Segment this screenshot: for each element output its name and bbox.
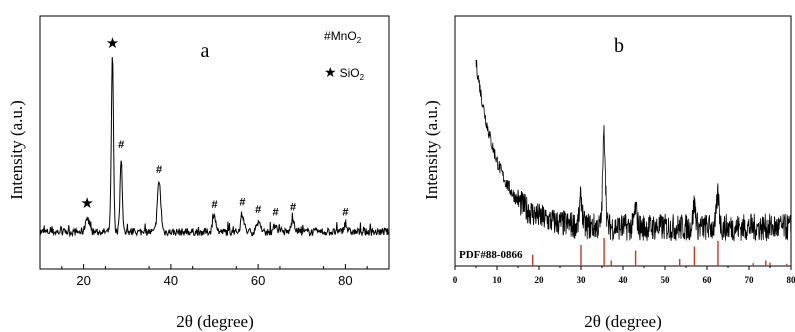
panel-a-pattern-line: [39, 56, 390, 238]
panel-b-label: b: [614, 35, 624, 57]
panel-b-pattern-line: [475, 59, 792, 242]
legend-entry-sio2: ★ SiO2: [324, 64, 365, 82]
panel-a: 20 40 60 80 ★★### ## # # # a #MnO2 ★ SiO2 2θ (de…: [7, 15, 390, 331]
panel-a-frame: [39, 15, 390, 270]
legend-mno2-symbol: #: [324, 29, 331, 43]
panel-a-tick-label: 60: [251, 273, 265, 288]
mno2-peak-marker: #: [118, 139, 124, 151]
panel-b-x-ticks: 0 10 20 30 40 50 60 70 80: [453, 266, 795, 285]
panel-b-tick-label: 10: [493, 275, 503, 285]
panel-a-tick-label: 40: [164, 273, 178, 288]
panel-b-tick-label: 80: [787, 275, 795, 285]
panel-b-tick-label: 20: [535, 275, 545, 285]
mno2-peak-marker: #: [290, 202, 296, 214]
mno2-peak-marker: #: [273, 207, 279, 219]
panel-b-tick-label: 40: [619, 275, 629, 285]
mno2-peak-marker: #: [342, 207, 348, 219]
mno2-peak-marker: #: [156, 164, 162, 176]
panel-b-tick-label: 60: [703, 275, 713, 285]
panel-b-tick-label: 30: [577, 275, 587, 285]
panel-b-tick-label: 50: [661, 275, 671, 285]
sio2-peak-marker: ★: [106, 35, 119, 52]
legend-entry-mno2: #MnO2: [324, 29, 362, 45]
reference-card-label: PDF#88-0866: [459, 249, 523, 261]
panel-b: 0 10 20 30 40 50 60 70 80 b PDF#88-0866 2θ (degr…: [422, 15, 795, 331]
panel-a-label: a: [201, 40, 210, 62]
panel-a-x-axis-title: 2θ (degree): [176, 312, 254, 331]
panel-a-x-ticks: 20 40 60 80: [61, 264, 368, 288]
panel-a-tick-label: 20: [76, 273, 90, 288]
sio2-peak-marker: ★: [80, 195, 93, 212]
legend-sio2-text: SiO: [340, 66, 360, 80]
panel-a-y-axis-title: Intensity (a.u.): [7, 100, 26, 200]
mno2-peak-marker: #: [211, 199, 217, 211]
panel-a-peak-markers: ★ ★ # # # # # # # #: [80, 35, 348, 219]
legend-sio2-subscript: 2: [360, 73, 365, 82]
legend-mno2-text: MnO: [331, 29, 357, 43]
mno2-peak-marker: #: [255, 204, 261, 216]
panel-b-tick-label: 0: [453, 275, 458, 285]
panel-b-tick-label: 70: [745, 275, 755, 285]
legend-sio2-symbol: ★: [324, 64, 337, 80]
panel-b-reference-lines: [532, 238, 788, 266]
mno2-peak-marker: #: [239, 197, 245, 209]
panel-b-x-axis-title: 2θ (degree): [584, 312, 662, 331]
panel-a-legend: #MnO2 ★ SiO2: [324, 29, 365, 82]
legend-mno2-subscript: 2: [357, 36, 362, 45]
panel-b-y-axis-title: Intensity (a.u.): [422, 100, 441, 200]
panel-a-tick-label: 80: [338, 273, 352, 288]
